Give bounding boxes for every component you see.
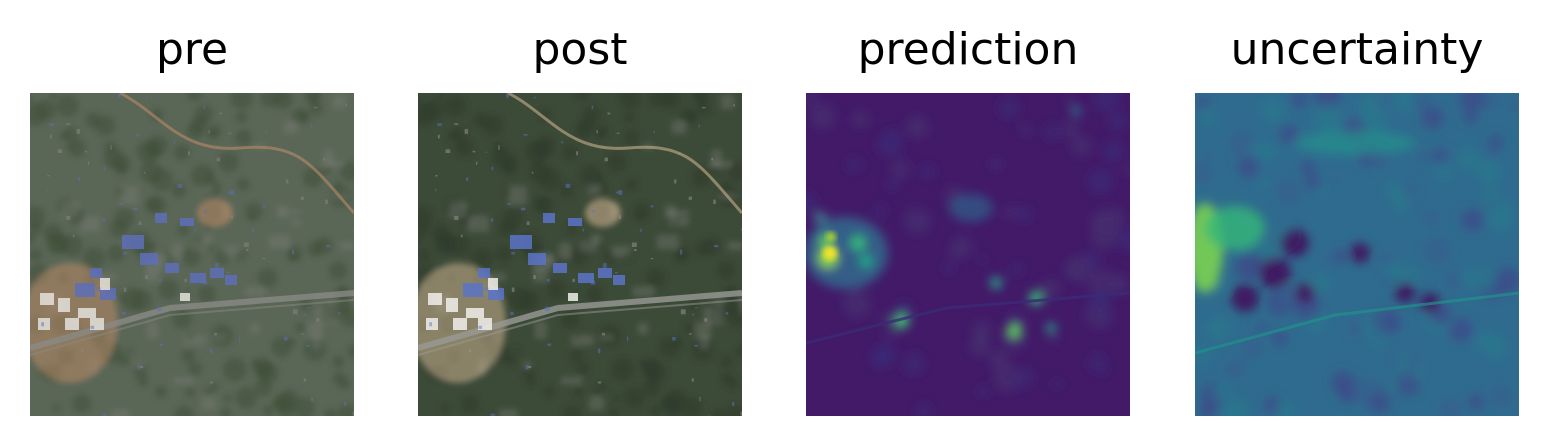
panel-post: post [418,0,742,446]
panel-uncertainty: uncertainty [1195,0,1519,446]
uncertainty-heatmap [1195,93,1519,416]
prediction-heatmap [806,93,1130,416]
panel-title-prediction: prediction [857,24,1079,75]
panel-title-pre: pre [155,24,229,75]
panel-title-uncertainty: uncertainty [1230,24,1484,75]
post-image [418,93,742,416]
panel-prediction: prediction [806,0,1130,446]
panel-title-post: post [532,24,628,75]
pre-image [30,93,354,416]
panel-pre: pre [30,0,354,446]
